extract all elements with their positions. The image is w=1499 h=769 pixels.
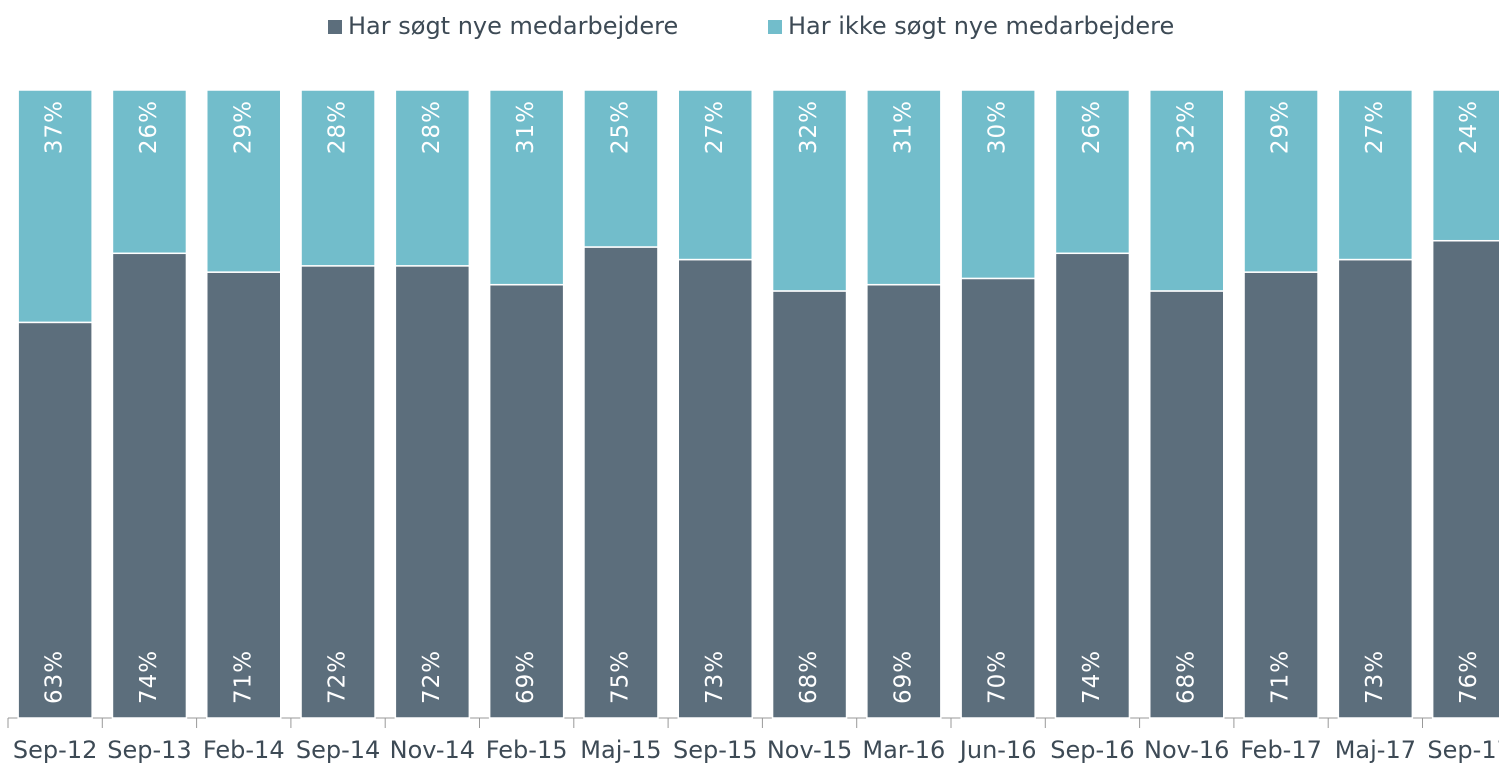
value-label: 27% [702,100,728,154]
bar-segment [960,89,1036,280]
value-label: 37% [42,100,68,154]
legend-swatch [768,20,782,34]
value-label: 76% [1456,650,1482,704]
value-label: 28% [419,100,445,154]
bar-segment [488,283,565,719]
x-tick-label: Jun-16 [958,736,1037,764]
value-label: 69% [890,650,916,704]
bar-segment [1431,239,1499,719]
value-label: 74% [1079,650,1105,704]
value-label: 72% [325,650,351,704]
bar-segment [17,89,93,324]
x-tick-label: Feb-15 [486,736,568,764]
bar-segment [488,89,565,286]
bar-segment [866,89,942,286]
x-tick-label: Nov-16 [1144,736,1229,764]
value-label: 25% [607,100,633,154]
legend-label: Har søgt nye medarbejdere [348,12,678,40]
x-tick-label: Feb-14 [203,736,285,764]
bar-segment [111,252,188,719]
value-label: 32% [1173,100,1199,154]
x-tick-label: Sep-16 [1050,736,1134,764]
bar-segment [1149,290,1225,719]
legend-label: Har ikke søgt nye medarbejdere [788,12,1174,40]
value-label: 68% [1173,650,1199,704]
bar-segment [1149,89,1225,292]
x-tick-label: Sep-15 [673,736,757,764]
legend-swatch [328,20,342,34]
x-tick-label: Mar-16 [862,736,945,764]
bar-segment [677,258,753,719]
value-label: 30% [985,100,1011,154]
value-label: 75% [607,650,633,704]
bar-segment [394,265,471,719]
value-label: 29% [230,100,256,154]
x-tick-label: Sep-17 [1427,736,1499,764]
value-label: 74% [136,650,162,704]
x-tick-label: Sep-14 [296,736,380,764]
bar-segment [866,283,942,719]
x-tick-label: Nov-15 [767,736,852,764]
bar-segment [1337,89,1414,261]
value-label: 27% [1362,100,1388,154]
bar-segment [1054,89,1131,255]
x-tick-label: Feb-17 [1240,736,1322,764]
bar-segment [394,89,471,267]
value-label: 70% [985,650,1011,704]
x-tick-label: Maj-17 [1335,736,1416,764]
value-label: 72% [419,650,445,704]
bar-segment [960,277,1036,719]
bar-segment [206,89,282,273]
bar-segment [300,89,376,267]
value-label: 24% [1456,100,1482,154]
value-label: 71% [230,650,256,704]
value-label: 71% [1268,650,1294,704]
value-label: 31% [513,100,539,154]
value-label: 32% [796,100,822,154]
value-label: 73% [1362,650,1388,704]
bar-segment [1431,89,1499,242]
value-label: 69% [513,650,539,704]
bar-segment [206,271,282,719]
value-label: 29% [1268,100,1294,154]
bar-segment [1337,258,1414,719]
bar-segment [1243,271,1319,719]
value-label: 73% [702,650,728,704]
bar-segment [17,321,93,719]
bar-segment [1054,252,1131,719]
value-label: 68% [796,650,822,704]
bar-segment [300,265,376,719]
value-label: 26% [136,100,162,154]
value-label: 26% [1079,100,1105,154]
bar-segment [583,89,659,248]
value-label: 63% [42,650,68,704]
value-label: 31% [890,100,916,154]
bar-segment [111,89,188,255]
bar-segment [771,89,848,292]
bar-segment [771,290,848,719]
x-tick-label: Maj-15 [580,736,661,764]
x-tick-label: Sep-13 [107,736,191,764]
x-tick-label: Nov-14 [390,736,475,764]
bar-segment [1243,89,1319,273]
bar-segment [677,89,753,261]
bar-segment [583,246,659,719]
value-label: 28% [325,100,351,154]
x-tick-label: Sep-12 [13,736,97,764]
